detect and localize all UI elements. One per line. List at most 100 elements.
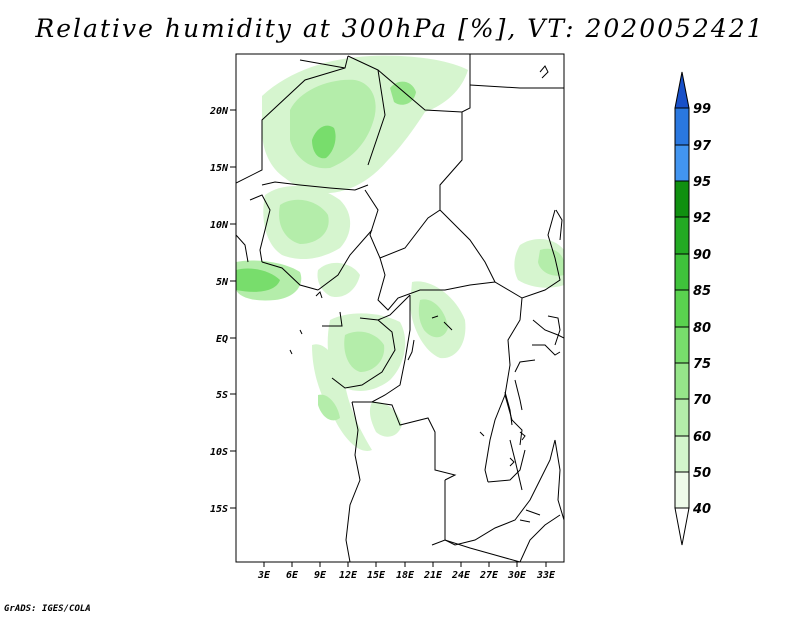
humidity-region-north-core2 bbox=[390, 81, 416, 105]
border-line bbox=[484, 394, 506, 483]
colorbar-label-92: 92 bbox=[693, 211, 711, 226]
border-line bbox=[539, 65, 549, 79]
border-line bbox=[532, 344, 561, 356]
humidity-contours bbox=[236, 55, 564, 451]
map-title: Relative humidity at 300hPa [%], VT: 202… bbox=[35, 14, 765, 43]
border-line bbox=[299, 59, 346, 69]
border-line bbox=[322, 311, 343, 327]
border-line bbox=[249, 194, 271, 263]
lon-label-6e: 6E bbox=[286, 570, 299, 581]
border-line bbox=[331, 317, 396, 389]
longitude-axis: 3E 6E 9E 12E 15E 18E 21E 24E 27E 30E 33E bbox=[257, 562, 556, 581]
colorbar: 40 50 60 70 75 80 85 90 92 95 97 99 bbox=[674, 71, 712, 546]
colorbar-segment-75 bbox=[674, 326, 690, 364]
lat-label-5n: 5N bbox=[216, 277, 229, 288]
colorbar-label-80: 80 bbox=[693, 321, 711, 336]
border-line bbox=[519, 514, 561, 562]
border-line bbox=[261, 181, 369, 191]
lon-tick-33e: 33E bbox=[536, 562, 556, 581]
map-frame bbox=[235, 53, 565, 563]
humidity-region-east-inner bbox=[418, 299, 448, 338]
lat-tick-5n: 5N bbox=[216, 277, 236, 288]
lon-tick-3e: 3E bbox=[257, 562, 271, 581]
border-line bbox=[555, 209, 563, 241]
colorbar-label-97: 97 bbox=[693, 139, 712, 154]
border-line bbox=[547, 315, 561, 346]
lon-tick-30e: 30E bbox=[507, 562, 527, 581]
lat-tick-5s: 5S bbox=[216, 390, 236, 401]
lat-tick-20n: 20N bbox=[209, 106, 236, 117]
colorbar-label-70: 70 bbox=[693, 393, 711, 408]
lon-label-24e: 24E bbox=[451, 570, 471, 581]
border-line bbox=[487, 449, 526, 483]
humidity-region-west-coast-inner bbox=[318, 394, 340, 421]
border-line bbox=[261, 261, 319, 291]
colorbar-label-95: 95 bbox=[693, 175, 711, 190]
border-line bbox=[407, 339, 415, 361]
colorbar-top-arrow bbox=[674, 71, 690, 109]
border-line bbox=[371, 401, 457, 481]
lon-label-3e: 3E bbox=[257, 570, 271, 581]
lon-label-9e: 9E bbox=[314, 570, 327, 581]
colorbar-label-90: 90 bbox=[693, 248, 711, 263]
latitude-axis: 20N 15N 10N 5N EQ 5S 10S 15S bbox=[209, 106, 236, 515]
border-line bbox=[519, 509, 541, 523]
lon-tick-12e: 12E bbox=[339, 562, 358, 581]
colorbar-label-99: 99 bbox=[693, 102, 711, 117]
colorbar-segment-92 bbox=[674, 180, 690, 218]
credit-label: GrADS: IGES/COLA bbox=[4, 604, 91, 614]
border-line bbox=[345, 401, 361, 562]
humidity-region-nigeria-inner bbox=[279, 199, 329, 244]
colorbar-segment-85 bbox=[674, 253, 690, 291]
lat-label-15n: 15N bbox=[210, 163, 229, 174]
colorbar-segment-95 bbox=[674, 144, 690, 182]
colorbar-segment-70 bbox=[674, 362, 690, 400]
lon-tick-9e: 9E bbox=[314, 562, 327, 581]
border-line bbox=[504, 297, 523, 446]
lon-label-27e: 27E bbox=[479, 570, 499, 581]
border-line bbox=[315, 291, 323, 299]
lon-tick-15e: 15E bbox=[367, 562, 386, 581]
lon-label-33e: 33E bbox=[536, 570, 556, 581]
border-line bbox=[554, 439, 564, 521]
lat-tick-15s: 15S bbox=[210, 504, 236, 515]
border-line bbox=[514, 359, 536, 373]
border-line bbox=[236, 55, 349, 184]
border-line bbox=[509, 457, 515, 467]
colorbar-segment-90 bbox=[674, 216, 690, 255]
border-line bbox=[377, 257, 496, 311]
border-line bbox=[289, 349, 293, 355]
lon-tick-21e: 21E bbox=[423, 562, 443, 581]
lat-tick-eq: EQ bbox=[216, 334, 236, 345]
colorbar-segment-60 bbox=[674, 398, 690, 437]
lat-label-20n: 20N bbox=[209, 106, 229, 117]
lon-label-18e: 18E bbox=[396, 570, 415, 581]
colorbar-segment-40 bbox=[674, 471, 690, 509]
lat-label-5s: 5S bbox=[216, 390, 228, 401]
colorbar-segment-97 bbox=[674, 107, 690, 146]
lon-tick-27e: 27E bbox=[479, 562, 499, 581]
border-line bbox=[236, 234, 249, 263]
lon-tick-24e: 24E bbox=[451, 562, 471, 581]
lon-tick-18e: 18E bbox=[396, 562, 415, 581]
lon-tick-6e: 6E bbox=[286, 562, 299, 581]
colorbar-label-60: 60 bbox=[693, 430, 711, 445]
country-borders bbox=[236, 54, 564, 562]
colorbar-label-40: 40 bbox=[692, 502, 711, 517]
border-line bbox=[532, 319, 564, 339]
lon-label-30e: 30E bbox=[507, 570, 527, 581]
lat-label-10s: 10S bbox=[210, 447, 228, 458]
humidity-region-north-inner bbox=[290, 79, 376, 169]
border-line bbox=[519, 431, 526, 441]
colorbar-segment-50 bbox=[674, 435, 690, 473]
border-line bbox=[317, 229, 373, 291]
colorbar-bottom-arrow bbox=[674, 507, 690, 546]
lat-label-eq: EQ bbox=[216, 334, 228, 345]
lat-label-15s: 15S bbox=[210, 504, 228, 515]
border-line bbox=[514, 379, 523, 411]
lat-label-10n: 10N bbox=[210, 220, 229, 231]
lon-label-12e: 12E bbox=[339, 570, 358, 581]
lon-label-15e: 15E bbox=[367, 570, 386, 581]
border-line bbox=[469, 84, 564, 89]
